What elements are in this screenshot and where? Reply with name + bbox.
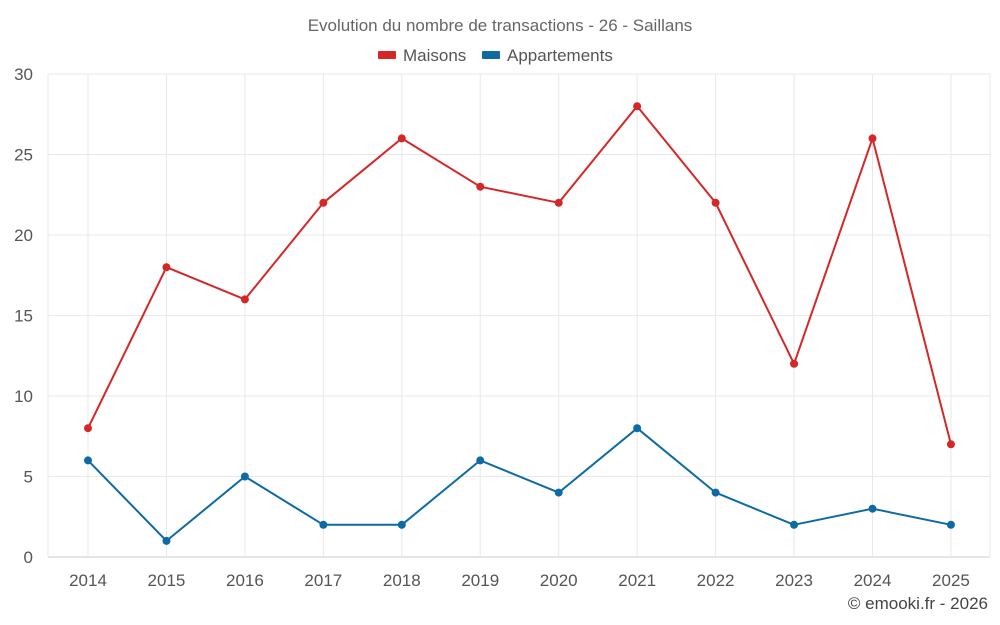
legend-swatch-maisons (378, 51, 396, 59)
y-tick-label: 30 (14, 65, 33, 84)
y-axis: 0 5 10 15 20 25 30 (14, 65, 33, 567)
legend-swatch-appartements (482, 51, 500, 59)
x-tick-label: 2017 (304, 571, 342, 590)
y-tick-label: 15 (14, 307, 33, 326)
legend-item-appartements[interactable]: Appartements (482, 46, 613, 65)
data-point-appartements[interactable] (476, 456, 485, 465)
x-tick-label: 2019 (461, 571, 499, 590)
credit: © emooki.fr - 2026 (848, 594, 988, 613)
data-point-appartements[interactable] (711, 488, 720, 497)
data-point-appartements[interactable] (162, 536, 171, 545)
series-maisons (84, 102, 955, 449)
legend-item-maisons[interactable]: Maisons (378, 46, 466, 65)
data-point-maisons[interactable] (84, 424, 92, 433)
legend-label-appartements: Appartements (507, 46, 613, 65)
x-tick-label: 2016 (226, 571, 264, 590)
data-point-maisons[interactable] (476, 182, 485, 191)
x-tick-label: 2022 (697, 571, 735, 590)
data-point-maisons[interactable] (319, 198, 328, 207)
data-point-maisons[interactable] (240, 295, 249, 304)
y-tick-label: 5 (24, 468, 33, 487)
series (84, 102, 955, 545)
x-tick-label: 2024 (854, 571, 892, 590)
x-tick-label: 2015 (148, 571, 186, 590)
series-line-maisons (87, 105, 952, 445)
series-line-appartements (87, 427, 952, 542)
data-point-appartements[interactable] (319, 520, 328, 529)
y-tick-label: 20 (14, 226, 33, 245)
grid (47, 73, 991, 558)
data-point-maisons[interactable] (554, 198, 563, 207)
data-point-appartements[interactable] (240, 472, 249, 481)
x-tick-label: 2014 (69, 571, 107, 590)
x-tick-label: 2025 (932, 571, 970, 590)
data-point-maisons[interactable] (633, 102, 642, 111)
x-tick-label: 2020 (540, 571, 578, 590)
data-point-appartements[interactable] (790, 520, 799, 529)
data-point-appartements[interactable] (868, 504, 877, 513)
data-point-maisons[interactable] (868, 134, 877, 143)
legend[interactable]: Maisons Appartements (378, 46, 613, 65)
data-point-maisons[interactable] (397, 134, 406, 143)
y-tick-label: 0 (24, 548, 33, 567)
data-point-appartements[interactable] (554, 488, 563, 497)
chart-title: Evolution du nombre de transactions - 26… (308, 16, 693, 35)
y-tick-label: 25 (14, 146, 33, 165)
series-appartements (84, 424, 955, 545)
x-tick-label: 2018 (383, 571, 421, 590)
data-point-appartements[interactable] (633, 424, 642, 433)
data-point-maisons[interactable] (162, 263, 171, 272)
data-point-appartements[interactable] (946, 520, 955, 529)
x-axis: 2014 2015 2016 2017 2018 2019 2020 2021 2022 2023… (69, 571, 970, 590)
x-tick-label: 2021 (618, 571, 656, 590)
data-point-appartements[interactable] (84, 456, 92, 465)
data-point-maisons[interactable] (711, 198, 720, 207)
x-tick-label: 2023 (775, 571, 813, 590)
data-point-maisons[interactable] (946, 440, 955, 449)
y-tick-label: 10 (14, 387, 33, 406)
data-point-appartements[interactable] (397, 520, 406, 529)
data-point-maisons[interactable] (790, 359, 799, 368)
legend-label-maisons: Maisons (403, 46, 466, 65)
